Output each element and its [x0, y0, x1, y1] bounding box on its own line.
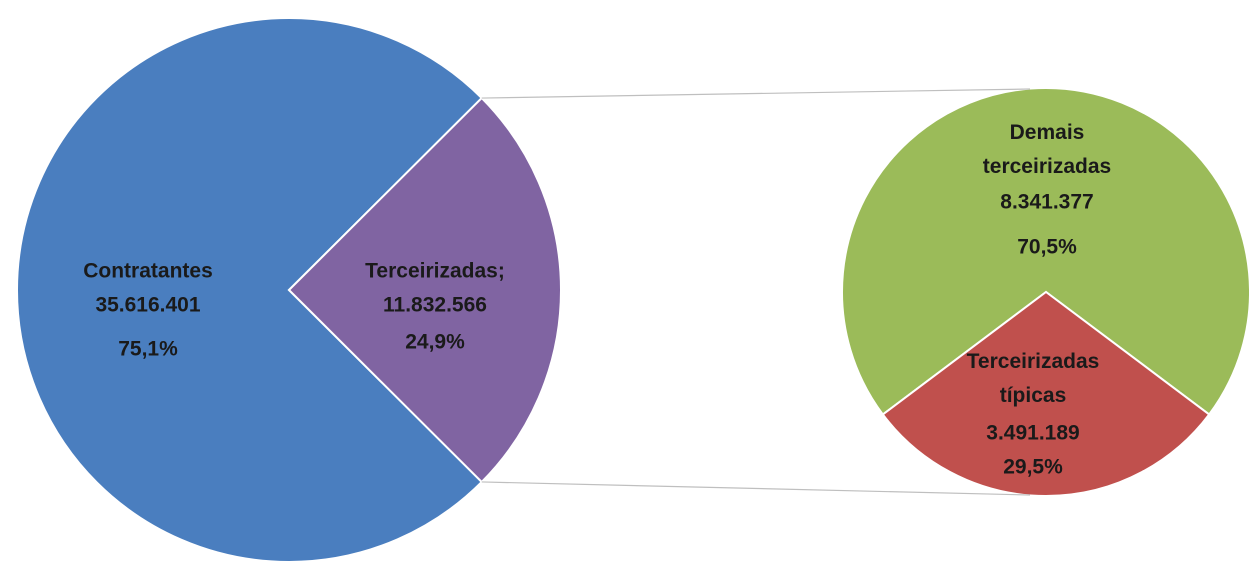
slice-category-line: terceirizadas — [983, 155, 1111, 178]
connector-line — [481, 481, 1031, 496]
slice-value: 8.341.377 — [1000, 191, 1093, 214]
connector-line — [481, 88, 1031, 99]
slice-value: 11.832.566 — [383, 294, 487, 317]
slice-category: Demais terceirizadas — [983, 121, 1111, 178]
slice-percent: 75,1% — [118, 338, 178, 361]
slice-category: Contratantes — [83, 260, 213, 283]
slice-category: Terceirizadas; — [365, 260, 505, 283]
slice-category-line: típicas — [1000, 384, 1067, 407]
slice-value: 3.491.189 — [986, 422, 1079, 445]
slice-percent: 24,9% — [405, 331, 465, 354]
slice-category: Terceirizadas típicas — [967, 350, 1100, 407]
pie-slice — [16, 17, 484, 562]
pie-slice — [840, 86, 1249, 416]
pie-slice — [881, 290, 1211, 497]
slice-value: 35.616.401 — [95, 294, 200, 317]
slice-percent: 29,5% — [1003, 456, 1063, 479]
slice-percent: 70,5% — [1017, 236, 1077, 259]
slice-category-line: Terceirizadas — [967, 350, 1100, 373]
slice-category-line: Demais — [1010, 121, 1085, 144]
pie-slice — [287, 96, 563, 484]
